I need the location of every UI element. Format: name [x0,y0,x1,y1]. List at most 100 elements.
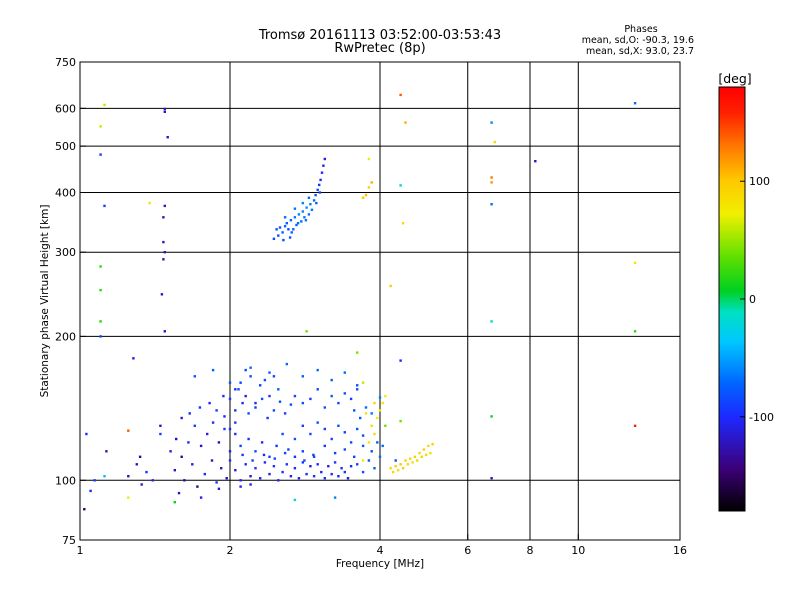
echo-point [162,216,165,219]
x-tick-label: 1 [77,544,84,557]
echo-point [330,378,333,382]
echo-point [424,453,428,457]
echo-point [251,459,254,462]
echo-point [183,479,186,482]
echo-point [289,475,293,478]
echo-point [399,463,402,466]
echo-point [343,470,346,474]
echo-point [135,463,138,466]
echo-point [85,432,88,436]
echo-point [316,463,319,466]
echo-point [323,477,326,480]
echo-point [281,231,284,234]
echo-point [259,384,262,387]
echo-point [399,93,402,97]
echo-point [318,191,322,194]
echo-point [409,457,412,460]
stats-heading: Phases [624,24,657,35]
x-ticks: 1 2 4 6 8 10 16 [77,534,687,557]
echo-point [163,204,166,208]
echo-point [162,240,165,244]
echo-point [333,451,337,455]
echo-point [330,394,333,398]
echo-point [364,193,368,197]
echo-point [314,193,317,197]
echo-point [373,401,376,405]
echo-point [193,424,196,427]
echo-point [272,237,276,240]
echo-point [151,479,154,482]
echo-point [493,140,496,144]
echo-point [490,121,493,124]
echo-point [310,208,314,211]
echo-point [268,472,271,476]
echo-point [247,412,250,415]
echo-point [283,225,287,228]
echo-point [490,181,493,184]
echo-point [293,437,297,441]
echo-point [394,459,397,462]
echo-point [163,330,166,333]
echo-point [399,184,402,187]
echo-point [404,121,407,124]
echo-point [277,479,280,482]
y-tick-label: 100 [55,474,76,487]
echo-point [191,463,194,466]
colorbar-tick-label: 100 [749,175,770,188]
colorbar-ticks: 100 0 -100 [740,175,774,424]
echo-point [173,469,176,472]
y-tick-label: 600 [55,102,76,115]
echo-point [254,401,257,405]
echo-point [239,479,242,482]
echo-point [281,432,284,436]
echo-point [356,351,359,354]
echo-point [289,219,293,222]
echo-point [249,483,252,486]
echo-point [278,400,282,403]
echo-point [285,463,288,466]
echo-point [293,394,297,398]
echo-point [297,477,301,480]
echo-point [381,444,384,448]
echo-point [633,424,637,427]
echo-point [244,368,247,372]
echo-point [177,491,181,495]
echo-point [249,375,252,378]
echo-point [309,465,312,468]
echo-point [343,448,346,451]
echo-point [249,366,252,369]
echo-points [83,93,637,511]
echo-point [180,455,183,458]
echo-point [203,472,206,476]
echo-point [312,475,316,478]
echo-point [429,451,432,455]
echo-point [370,412,373,415]
echo-point [105,450,108,453]
echo-point [320,171,324,174]
echo-point [361,444,365,448]
echo-point [160,293,164,296]
echo-point [367,157,371,161]
echo-point [188,412,191,415]
echo-point [367,441,371,444]
echo-point [292,228,295,231]
echo-point [293,207,297,210]
echo-point [297,213,301,216]
echo-point [316,188,319,192]
echo-point [361,381,365,384]
echo-point [99,320,102,323]
echo-point [381,401,384,405]
echo-point [215,481,218,484]
echo-point [234,388,237,391]
echo-point [99,335,102,338]
echo-point [343,392,346,395]
echo-point [163,107,166,111]
echo-point [228,459,232,462]
echo-point [187,441,190,444]
echo-point [199,496,203,499]
echo-point [239,485,242,488]
echo-point [361,196,365,199]
echo-point [148,201,151,205]
echo-point [239,444,242,448]
echo-point [263,461,267,464]
